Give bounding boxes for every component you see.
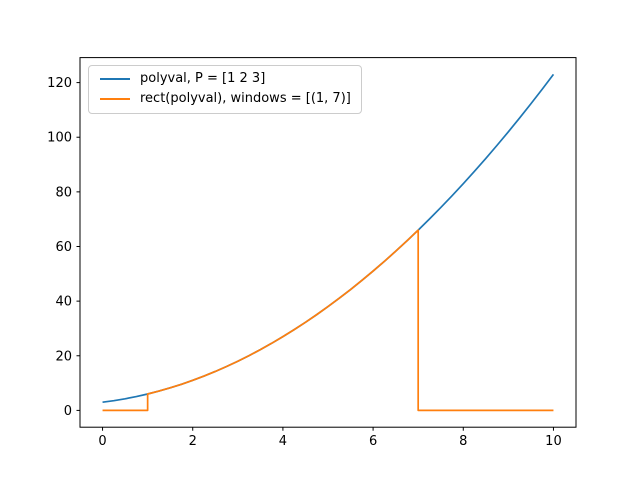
legend: polyval, P = [1 2 3] rect(polyval), wind… (88, 65, 362, 114)
y-tick-label: 20 (55, 349, 72, 364)
x-tick-label: 6 (369, 434, 377, 449)
legend-item-polyval: polyval, P = [1 2 3] (97, 71, 351, 87)
y-tick-label: 100 (47, 131, 72, 146)
legend-label-rect-polyval: rect(polyval), windows = [(1, 7)] (140, 90, 351, 106)
x-tick-label: 4 (279, 434, 287, 449)
series-line-1 (102, 229, 554, 412)
legend-line-swatch-blue (100, 78, 130, 81)
y-tick-label: 0 (64, 404, 72, 419)
axes-box (79, 57, 577, 428)
x-tick-label: 10 (545, 434, 562, 449)
y-tick-label: 40 (55, 295, 72, 310)
y-tick-label: 120 (47, 76, 72, 91)
y-tick-label: 60 (55, 240, 72, 255)
legend-label-polyval: polyval, P = [1 2 3] (140, 71, 266, 86)
x-tick-label: 2 (189, 434, 197, 449)
legend-item-rect-polyval: rect(polyval), windows = [(1, 7)] (97, 90, 351, 107)
y-tick-label: 80 (55, 185, 72, 200)
legend-line-swatch-orange (100, 98, 130, 101)
x-tick-label: 0 (98, 434, 106, 449)
x-tick-label: 8 (459, 434, 467, 449)
series-line-0 (102, 73, 555, 404)
